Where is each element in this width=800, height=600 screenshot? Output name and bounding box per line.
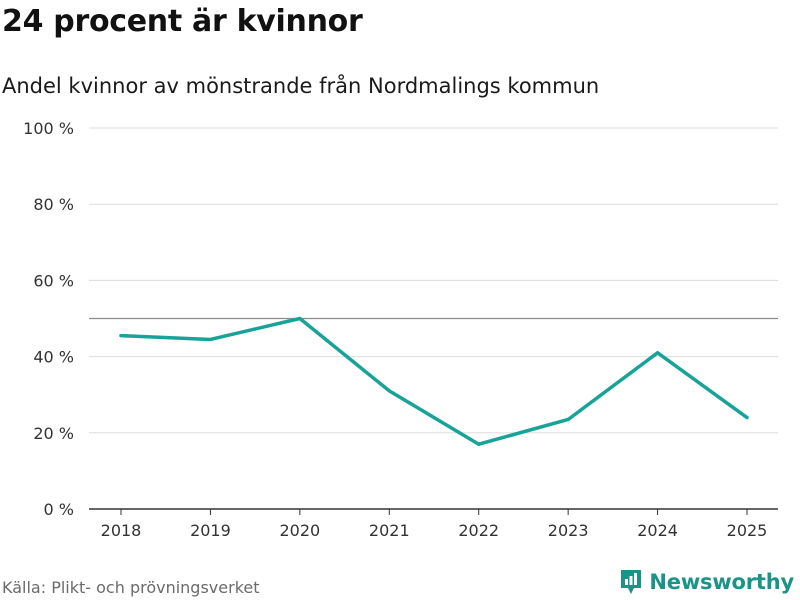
y-tick-label: 60 % xyxy=(33,271,74,290)
data-point xyxy=(208,337,212,341)
x-tick-label: 2023 xyxy=(548,521,589,540)
brand-name: Newsworthy xyxy=(649,570,794,594)
axes: 0 % 20 % 40 % 60 % 80 % 100 % 2018 2019 2020 2021… xyxy=(23,119,778,540)
data-point xyxy=(656,351,660,355)
x-tick-label: 2019 xyxy=(190,521,231,540)
gridlines xyxy=(89,127,778,434)
brand-logo: Newsworthy xyxy=(619,568,794,596)
x-tick-label: 2024 xyxy=(637,521,678,540)
data-point xyxy=(387,389,391,393)
data-point xyxy=(119,334,123,338)
x-tick-label: 2025 xyxy=(727,521,768,540)
data-point xyxy=(745,416,749,420)
series-group xyxy=(119,316,749,446)
series-line xyxy=(119,316,749,446)
y-tick-label: 0 % xyxy=(44,500,74,519)
newsworthy-icon xyxy=(621,570,642,594)
x-tick-label: 2020 xyxy=(280,521,321,540)
y-tick-label: 100 % xyxy=(23,119,74,138)
y-tick-label: 20 % xyxy=(33,424,74,443)
x-tick-label: 2021 xyxy=(369,521,410,540)
line-chart: 0 % 20 % 40 % 60 % 80 % 100 % 2018 2019 2020 2021… xyxy=(23,119,778,540)
x-tick-label: 2022 xyxy=(458,521,499,540)
chart-subtitle: Andel kvinnor av mönstrande från Nordmal… xyxy=(2,74,600,98)
x-tick-label: 2018 xyxy=(101,521,142,540)
data-point xyxy=(298,317,302,320)
y-tick-label: 40 % xyxy=(33,348,74,367)
y-tick-label: 80 % xyxy=(33,195,74,214)
chart-title: 24 procent är kvinnor xyxy=(2,4,363,39)
source-note: Källa: Plikt- och prövningsverket xyxy=(2,578,260,597)
data-point xyxy=(566,417,570,421)
data-point xyxy=(477,442,481,446)
